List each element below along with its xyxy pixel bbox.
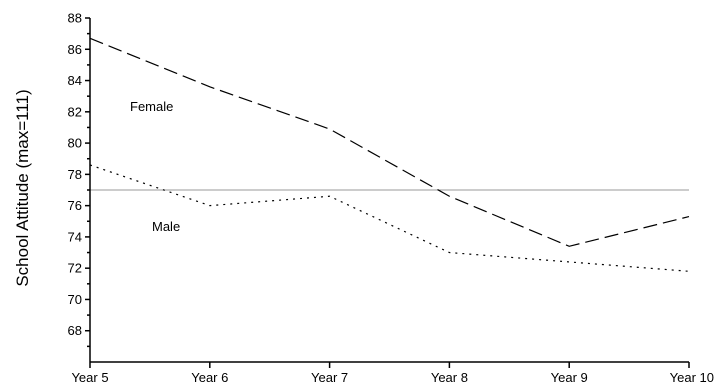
y-tick-label: 74 [68, 229, 82, 244]
x-tick-label: Year 5 [71, 370, 108, 385]
y-tick-label: 78 [68, 167, 82, 182]
y-tick-label: 80 [68, 136, 82, 151]
x-tick-label: Year 8 [431, 370, 468, 385]
y-tick-label: 68 [68, 323, 82, 338]
x-tick-label: Year 9 [551, 370, 588, 385]
x-tick-label: Year 7 [311, 370, 348, 385]
x-tick-label: Year 10 [670, 370, 714, 385]
y-tick-label: 76 [68, 198, 82, 213]
series-line-female [89, 37, 690, 247]
y-tick-label: 82 [68, 104, 82, 119]
series-label-female: Female [130, 99, 173, 114]
y-tick-label: 86 [68, 42, 82, 57]
series-label-male: Male [152, 219, 180, 234]
y-tick-label: 72 [68, 261, 82, 276]
x-tick-label: Year 6 [191, 370, 228, 385]
y-tick-label: 84 [68, 73, 82, 88]
y-tick-label: 70 [68, 292, 82, 307]
y-axis-title: School Attitude (max=111) [13, 89, 32, 286]
series-line-male [89, 164, 690, 272]
y-tick-label: 88 [68, 11, 82, 26]
